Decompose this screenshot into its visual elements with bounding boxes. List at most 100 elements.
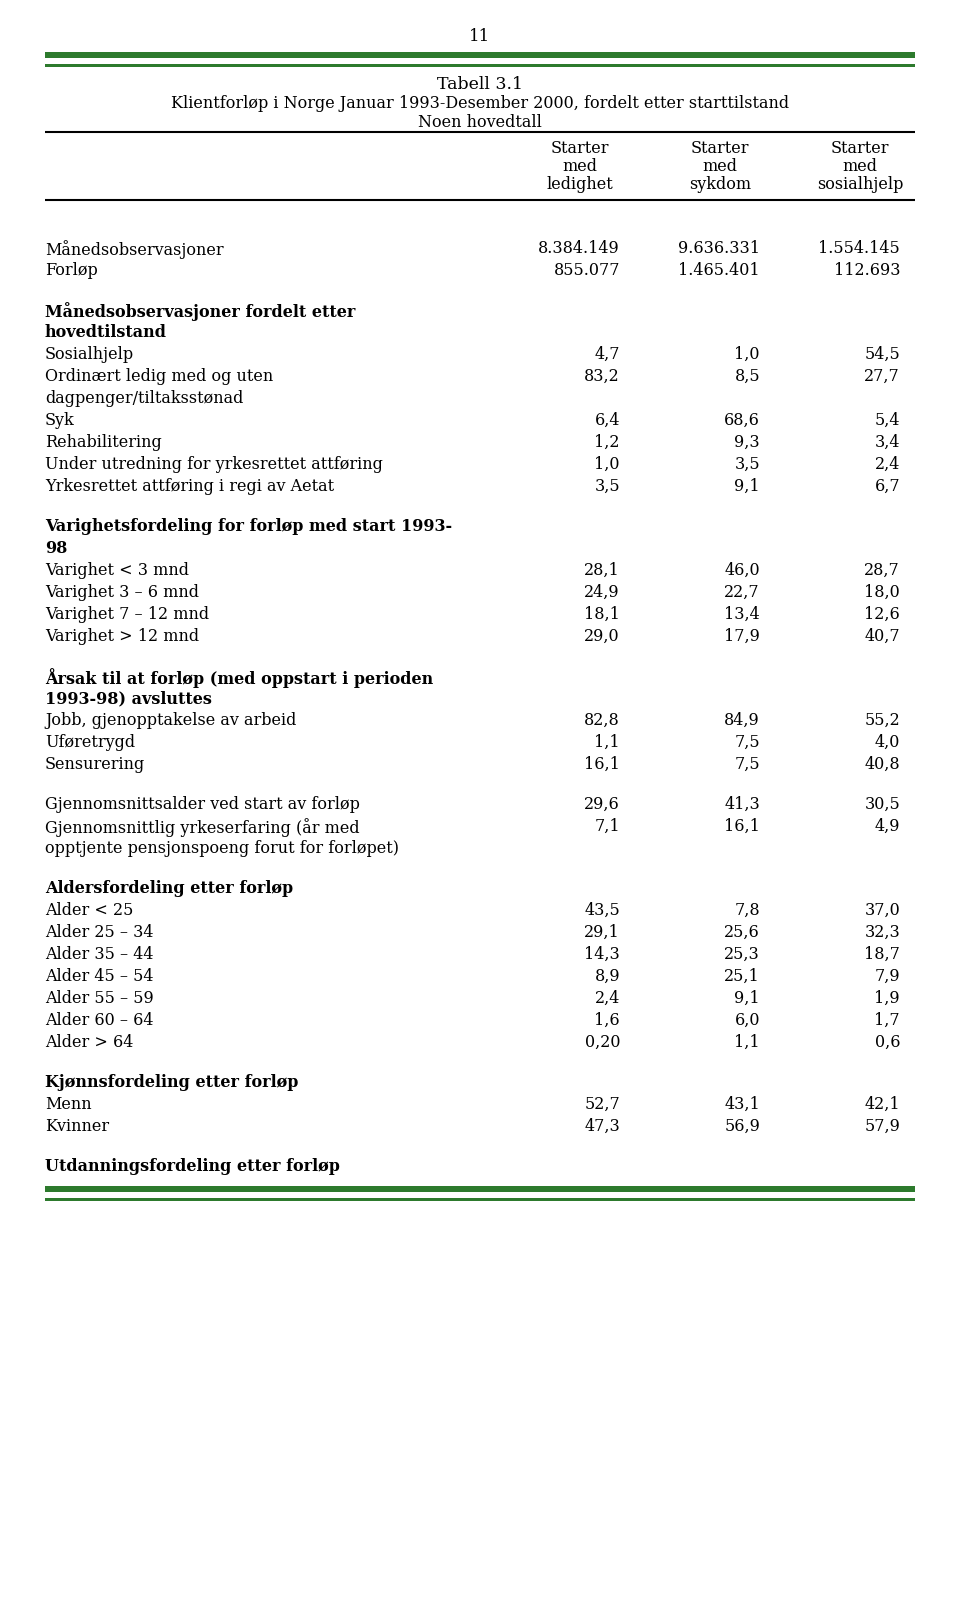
Text: 8,9: 8,9	[594, 969, 620, 985]
Text: 7,5: 7,5	[734, 757, 760, 773]
Text: 52,7: 52,7	[585, 1097, 620, 1113]
Text: 25,3: 25,3	[724, 946, 760, 962]
Text: 1993-98) avsluttes: 1993-98) avsluttes	[45, 690, 212, 706]
Text: 18,1: 18,1	[584, 606, 620, 624]
Bar	[45, 1199, 915, 1200]
Text: 9.636.331: 9.636.331	[678, 240, 760, 258]
Text: Rehabilitering: Rehabilitering	[45, 434, 161, 450]
Text: 30,5: 30,5	[864, 795, 900, 813]
Bar	[45, 1186, 915, 1192]
Text: Klientforløp i Norge Januar 1993-Desember 2000, fordelt etter starttilstand: Klientforløp i Norge Januar 1993-Desembe…	[171, 96, 789, 112]
Text: 3,4: 3,4	[875, 434, 900, 450]
Text: Alder 45 – 54: Alder 45 – 54	[45, 969, 154, 985]
Text: 42,1: 42,1	[864, 1097, 900, 1113]
Text: 11: 11	[469, 28, 491, 45]
Text: Tabell 3.1: Tabell 3.1	[437, 76, 523, 92]
Text: Starter: Starter	[691, 139, 749, 157]
Text: Forløp: Forløp	[45, 262, 98, 279]
Text: 9,1: 9,1	[734, 478, 760, 496]
Text: Noen hovedtall: Noen hovedtall	[418, 113, 542, 131]
Text: 4,0: 4,0	[875, 734, 900, 752]
Text: 28,1: 28,1	[585, 562, 620, 578]
Text: Ordinært ledig med og uten: Ordinært ledig med og uten	[45, 368, 274, 386]
Text: 47,3: 47,3	[585, 1118, 620, 1136]
Text: 5,4: 5,4	[875, 411, 900, 429]
Text: med: med	[843, 159, 877, 175]
Text: 25,1: 25,1	[724, 969, 760, 985]
Text: 29,0: 29,0	[585, 629, 620, 645]
Text: 14,3: 14,3	[585, 946, 620, 962]
Text: 56,9: 56,9	[724, 1118, 760, 1136]
Text: 18,0: 18,0	[864, 583, 900, 601]
Text: Starter: Starter	[551, 139, 610, 157]
Text: sykdom: sykdom	[689, 177, 751, 193]
Text: 40,7: 40,7	[864, 629, 900, 645]
Text: 1,7: 1,7	[875, 1012, 900, 1029]
Text: 4,9: 4,9	[875, 818, 900, 834]
Text: 17,9: 17,9	[724, 629, 760, 645]
Text: 1,0: 1,0	[594, 455, 620, 473]
Text: Varighetsfordeling for forløp med start 1993-: Varighetsfordeling for forløp med start …	[45, 518, 452, 535]
Text: Uføretrygd: Uføretrygd	[45, 734, 135, 752]
Text: Menn: Menn	[45, 1097, 91, 1113]
Text: 1,1: 1,1	[734, 1034, 760, 1051]
Bar	[45, 52, 915, 58]
Text: 13,4: 13,4	[724, 606, 760, 624]
Text: 41,3: 41,3	[724, 795, 760, 813]
Text: 43,5: 43,5	[585, 902, 620, 919]
Text: 6,7: 6,7	[875, 478, 900, 496]
Text: Varighet > 12 mnd: Varighet > 12 mnd	[45, 629, 199, 645]
Text: 1,6: 1,6	[594, 1012, 620, 1029]
Text: Alder 25 – 34: Alder 25 – 34	[45, 923, 154, 941]
Text: 112.693: 112.693	[833, 262, 900, 279]
Text: 8,5: 8,5	[734, 368, 760, 386]
Text: 3,5: 3,5	[594, 478, 620, 496]
Text: Jobb, gjenopptakelse av arbeid: Jobb, gjenopptakelse av arbeid	[45, 713, 297, 729]
Text: 16,1: 16,1	[584, 757, 620, 773]
Text: 7,9: 7,9	[875, 969, 900, 985]
Text: 6,0: 6,0	[734, 1012, 760, 1029]
Text: Sensurering: Sensurering	[45, 757, 145, 773]
Text: Månedsobservasjoner: Månedsobservasjoner	[45, 240, 224, 259]
Text: Alder 35 – 44: Alder 35 – 44	[45, 946, 154, 962]
Text: Sosialhjelp: Sosialhjelp	[45, 347, 134, 363]
Text: 4,7: 4,7	[594, 347, 620, 363]
Text: 9,1: 9,1	[734, 990, 760, 1008]
Text: Gjennomsnittlig yrkeserfaring (år med: Gjennomsnittlig yrkeserfaring (år med	[45, 818, 360, 838]
Text: Aldersfordeling etter forløp: Aldersfordeling etter forløp	[45, 880, 293, 897]
Text: 37,0: 37,0	[864, 902, 900, 919]
Text: Månedsobservasjoner fordelt etter: Månedsobservasjoner fordelt etter	[45, 301, 355, 321]
Text: Kjønnsfordeling etter forløp: Kjønnsfordeling etter forløp	[45, 1074, 299, 1090]
Text: Kvinner: Kvinner	[45, 1118, 109, 1136]
Text: Yrkesrettet attføring i regi av Aetat: Yrkesrettet attføring i regi av Aetat	[45, 478, 334, 496]
Text: 40,8: 40,8	[864, 757, 900, 773]
Text: Alder > 64: Alder > 64	[45, 1034, 133, 1051]
Text: 24,9: 24,9	[585, 583, 620, 601]
Text: hovedtilstand: hovedtilstand	[45, 324, 167, 340]
Text: med: med	[563, 159, 597, 175]
Text: 8.384.149: 8.384.149	[539, 240, 620, 258]
Text: Starter: Starter	[830, 139, 889, 157]
Text: 29,6: 29,6	[585, 795, 620, 813]
Text: Syk: Syk	[45, 411, 75, 429]
Text: 16,1: 16,1	[724, 818, 760, 834]
Text: 98: 98	[45, 539, 67, 557]
Text: Alder 55 – 59: Alder 55 – 59	[45, 990, 154, 1008]
Text: 9,3: 9,3	[734, 434, 760, 450]
Text: 54,5: 54,5	[864, 347, 900, 363]
Text: 27,7: 27,7	[864, 368, 900, 386]
Text: 1,9: 1,9	[875, 990, 900, 1008]
Text: Alder 60 – 64: Alder 60 – 64	[45, 1012, 154, 1029]
Text: 1,1: 1,1	[594, 734, 620, 752]
Text: Gjennomsnittsalder ved start av forløp: Gjennomsnittsalder ved start av forløp	[45, 795, 360, 813]
Text: 2,4: 2,4	[875, 455, 900, 473]
Text: 1.465.401: 1.465.401	[679, 262, 760, 279]
Text: 12,6: 12,6	[864, 606, 900, 624]
Text: 57,9: 57,9	[864, 1118, 900, 1136]
Text: 7,5: 7,5	[734, 734, 760, 752]
Text: Under utredning for yrkesrettet attføring: Under utredning for yrkesrettet attførin…	[45, 455, 383, 473]
Text: 46,0: 46,0	[725, 562, 760, 578]
Text: 1.554.145: 1.554.145	[818, 240, 900, 258]
Text: 2,4: 2,4	[594, 990, 620, 1008]
Text: Årsak til at forløp (med oppstart i perioden: Årsak til at forløp (med oppstart i peri…	[45, 667, 433, 688]
